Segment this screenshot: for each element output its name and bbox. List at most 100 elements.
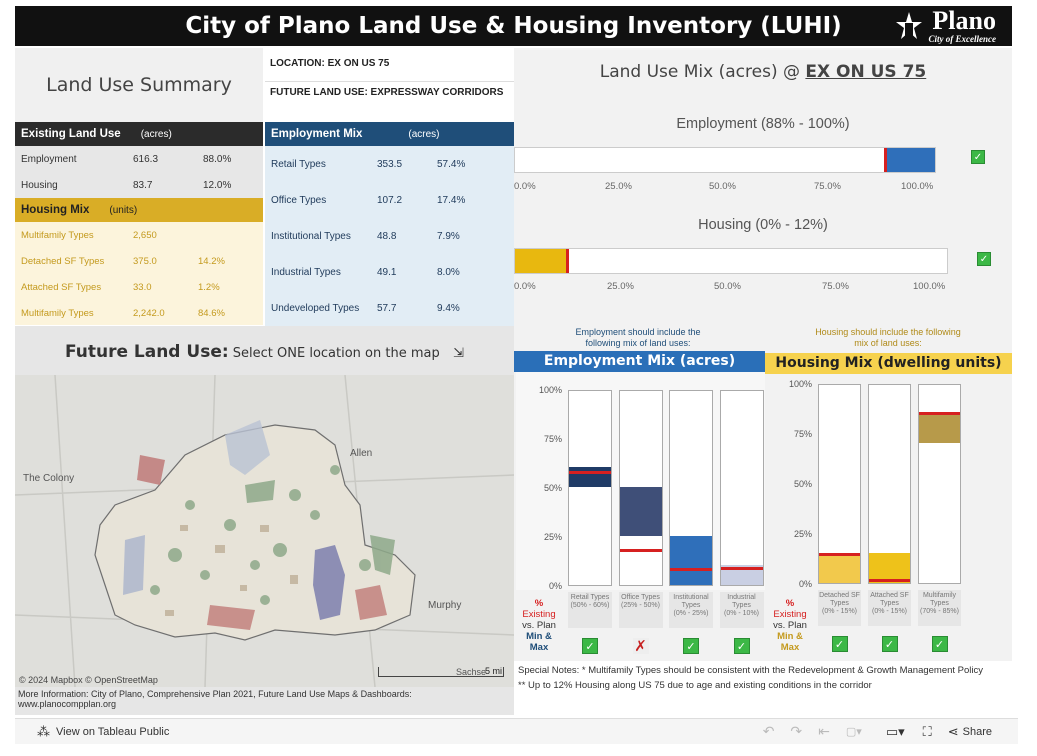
- comment-icon[interactable]: ▭▾: [885, 723, 905, 739]
- plano-logo: Plano City of Excellence: [895, 8, 996, 44]
- category-name: Attached SF Types: [870, 592, 909, 607]
- row-label-line: Existing: [522, 609, 556, 620]
- y-tick-label: 50%: [793, 479, 812, 489]
- housing-mix-chart-title: Housing Mix (dwelling units): [765, 353, 1012, 374]
- category-column[interactable]: [918, 384, 961, 584]
- tableau-icon: ⁂: [37, 723, 50, 739]
- housing-check-icon: ✓: [977, 252, 991, 266]
- employment-unit: (acres): [408, 128, 440, 140]
- share-button[interactable]: Share: [962, 725, 992, 738]
- plan-range-band: [919, 413, 960, 443]
- table-row: Employment 616.3 88.0%: [15, 146, 263, 172]
- future-land-use-header-bg: [15, 326, 514, 375]
- existing-land-use-table: Employment 616.3 88.0% Housing 83.7 12.0…: [15, 146, 263, 198]
- category-column[interactable]: [719, 390, 764, 586]
- tick-label: 75.0%: [814, 181, 841, 192]
- future-land-use-map[interactable]: Allen The Colony Murphy Sachse © 2024 Ma…: [15, 375, 514, 687]
- pass-check-icon: ✓: [931, 636, 948, 652]
- row-label-line: Existing: [773, 609, 807, 620]
- row-label-line: Min &: [777, 631, 803, 642]
- plan-range-band: [819, 553, 860, 583]
- y-tick-label: 25%: [543, 532, 562, 542]
- row-pct: 9.4%: [437, 302, 460, 314]
- pass-check-icon: ✓: [881, 636, 898, 652]
- employment-note: Employment should include the following …: [575, 327, 701, 348]
- plan-range-band: [670, 536, 712, 585]
- employment-check-icon: ✓: [971, 150, 985, 164]
- row-label: Industrial Types: [271, 266, 341, 278]
- row-label-line: vs. Plan: [522, 620, 556, 631]
- row-label-line: Max: [529, 642, 549, 653]
- y-tick-label: 75%: [793, 429, 812, 439]
- more-info-text: More Information: City of Plano, Compreh…: [18, 689, 412, 699]
- employment-mix-chart-title: Employment Mix (acres): [514, 351, 765, 372]
- row-pct: 12.0%: [203, 179, 232, 191]
- existing-marker: [919, 411, 960, 415]
- housing-unit: (units): [109, 204, 138, 216]
- employment-bar-track[interactable]: [514, 147, 936, 173]
- land-use-mix-panel: [514, 48, 1012, 326]
- housing-note: Housing should include the following mix…: [815, 327, 961, 348]
- category-column[interactable]: [568, 390, 612, 586]
- map-scale-bar: [378, 667, 504, 677]
- row-value: 49.1: [377, 266, 397, 278]
- employment-min-marker: [883, 148, 887, 172]
- emp-row-label: % Existing vs. Plan Min & Max: [514, 598, 564, 653]
- category-column[interactable]: [618, 390, 663, 586]
- tick-label: 50.0%: [714, 281, 741, 292]
- category-column[interactable]: [669, 390, 713, 586]
- housing-header-label: Housing Mix: [21, 204, 90, 216]
- share-icon[interactable]: ⋖: [947, 723, 959, 739]
- undo-icon[interactable]: ↶: [762, 723, 775, 739]
- row-label: Undeveloped Types: [271, 302, 360, 314]
- row-value: 2,242.0: [133, 307, 165, 319]
- category-column[interactable]: [818, 384, 861, 584]
- y-tick-label: 75%: [543, 434, 562, 444]
- map-label-allen: Allen: [350, 448, 373, 459]
- fullscreen-icon[interactable]: ⛶: [922, 723, 932, 739]
- row-value: 83.7: [133, 179, 153, 191]
- category-name: Office Types: [621, 594, 660, 601]
- forward-icon[interactable]: ▢▾: [845, 726, 862, 738]
- category-label: Retail Types (50% - 60%): [568, 592, 612, 628]
- tick-label: 100.0%: [913, 281, 946, 292]
- tick-label: 0.0%: [514, 281, 536, 292]
- fail-x-icon: ✗: [632, 638, 649, 655]
- employment-range-label: Employment (88% - 100%): [676, 116, 850, 132]
- plan-range-band: [869, 553, 910, 583]
- existing-header-label: Existing Land Use: [21, 128, 121, 140]
- redo-icon[interactable]: ↷: [790, 723, 803, 739]
- existing-marker: [720, 567, 763, 571]
- map-attribution: © 2024 Mapbox © OpenStreetMap: [19, 675, 158, 685]
- housing-bar-track[interactable]: [514, 248, 948, 274]
- y-tick-label: 25%: [793, 529, 812, 539]
- row-label: Employment: [21, 153, 77, 165]
- row-value: 616.3: [133, 153, 159, 165]
- tick-label: 75.0%: [822, 281, 849, 292]
- y-tick-label: 0%: [798, 579, 812, 589]
- future-land-use-label: FUTURE LAND USE: EXPRESSWAY CORRIDORS: [265, 81, 514, 103]
- plan-range-band: [619, 487, 662, 536]
- row-label: Detached SF Types: [21, 255, 105, 267]
- category-name: Detached SF Types: [819, 592, 860, 607]
- category-label: Detached SF Types (0% - 15%): [818, 590, 861, 626]
- special-notes: Special Notes: * Multifamily Types shoul…: [514, 661, 1012, 715]
- tick-label: 0.0%: [514, 181, 536, 192]
- category-column[interactable]: [868, 384, 911, 584]
- more-info-url[interactable]: www.planocompplan.org: [18, 699, 117, 709]
- select-cursor-icon[interactable]: ⇲: [453, 346, 465, 361]
- category-name: Multifamily Types: [922, 592, 957, 607]
- revert-icon[interactable]: ⇤: [818, 723, 830, 739]
- row-label: Retail Types: [271, 158, 326, 170]
- existing-marker: [569, 470, 611, 474]
- category-label: Office Types (25% - 50%): [618, 592, 663, 628]
- view-on-tableau-link[interactable]: View on Tableau Public: [56, 725, 170, 738]
- flu-title-bold: Future Land Use:: [64, 342, 229, 362]
- row-pct: 88.0%: [203, 153, 232, 165]
- row-label: Office Types: [271, 194, 327, 206]
- row-value: 48.8: [377, 230, 397, 242]
- category-label: Industrial Types (0% - 10%): [719, 592, 764, 628]
- row-label-line: %: [785, 598, 795, 609]
- category-range: (0% - 10%): [723, 610, 759, 617]
- category-range: (50% - 60%): [570, 602, 610, 609]
